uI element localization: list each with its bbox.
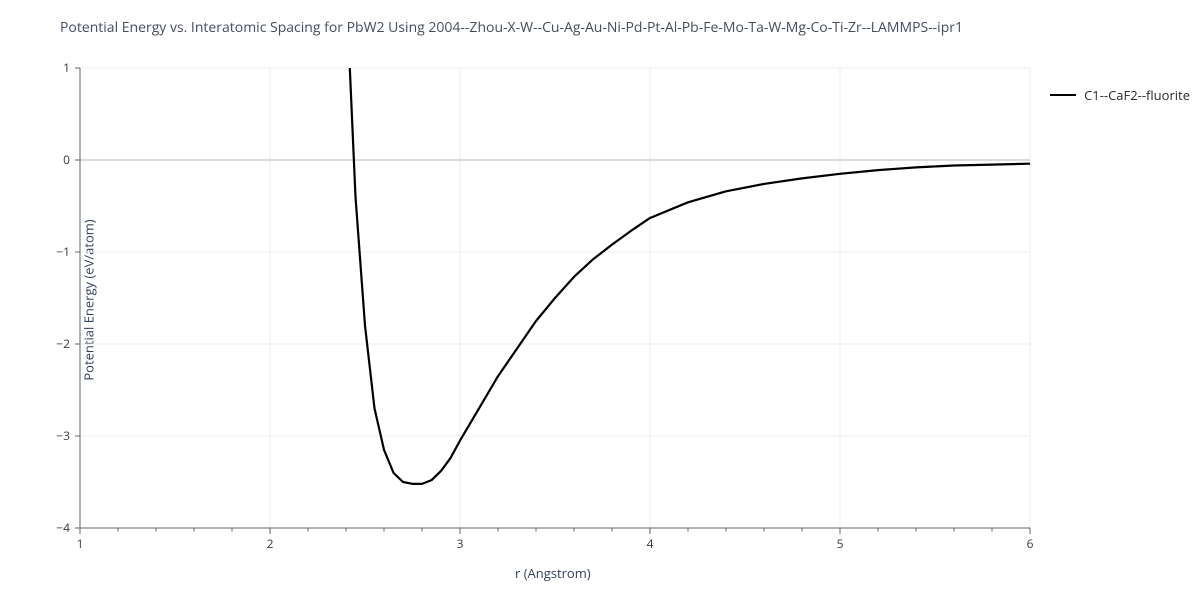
y-tick-label: −4 xyxy=(56,519,70,536)
legend: C1--CaF2--fluorite xyxy=(1050,86,1190,104)
series-line xyxy=(346,0,1030,484)
y-tick-label: 0 xyxy=(63,151,70,168)
x-tick-label: 2 xyxy=(267,535,274,552)
x-tick-label: 1 xyxy=(77,535,84,552)
y-tick-label: 1 xyxy=(63,59,70,76)
y-tick-label: −1 xyxy=(56,243,70,260)
x-tick-label: 3 xyxy=(457,535,464,552)
x-tick-label: 5 xyxy=(837,535,844,552)
x-tick-label: 4 xyxy=(647,535,654,552)
y-tick-label: −3 xyxy=(56,427,70,444)
legend-label: C1--CaF2--fluorite xyxy=(1084,86,1190,104)
x-tick-label: 6 xyxy=(1027,535,1034,552)
legend-swatch xyxy=(1050,94,1076,96)
chart-container: Potential Energy vs. Interatomic Spacing… xyxy=(0,0,1200,600)
y-tick-label: −2 xyxy=(56,335,70,352)
plot-area: −4 −3 −2 −1 0 1 1 2 3 4 5 6 xyxy=(0,0,1200,600)
